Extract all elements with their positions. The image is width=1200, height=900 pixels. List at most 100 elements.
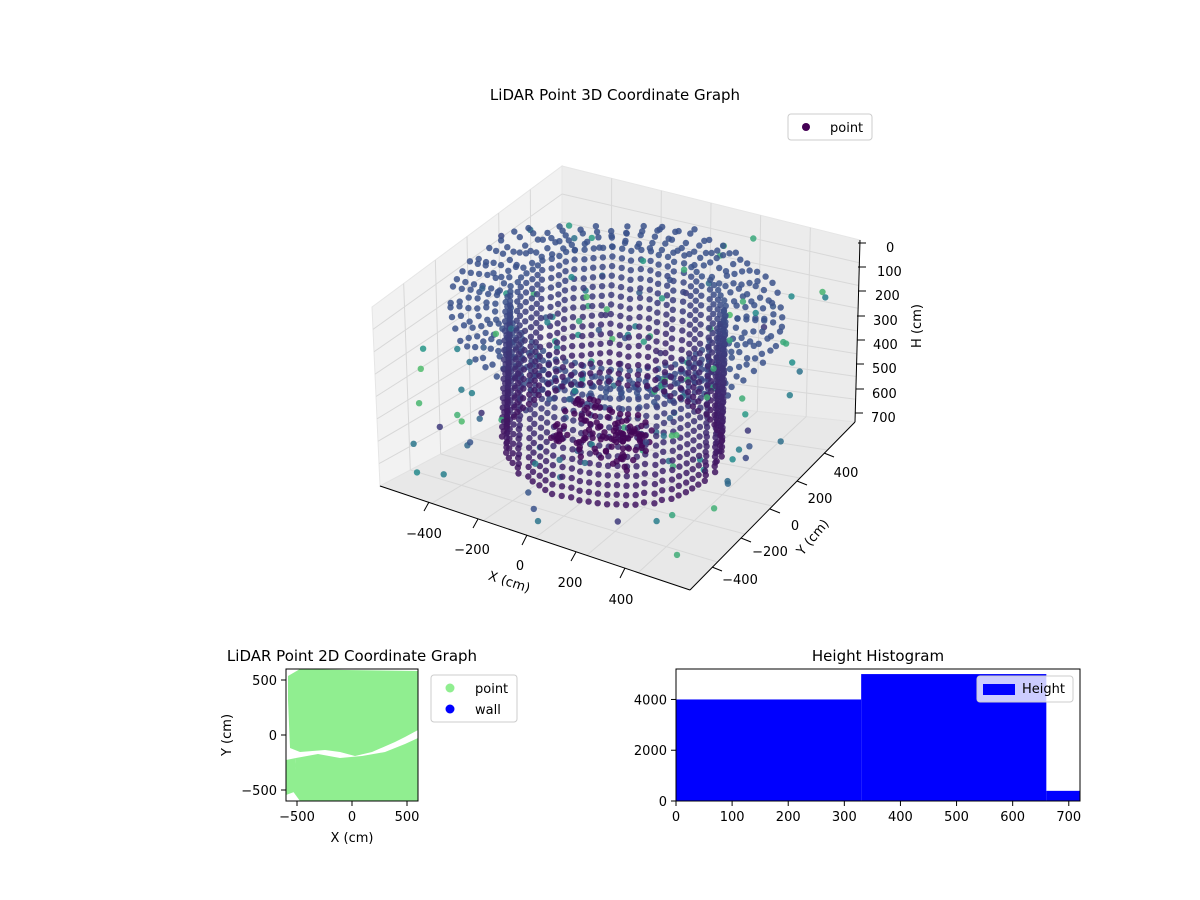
scatter-point [635, 240, 643, 247]
svg-text:0: 0 [269, 729, 277, 744]
scatter-point [684, 441, 691, 448]
scatter-point [664, 253, 672, 261]
histogram-y-ticks: 0 2000 4000 [634, 693, 676, 810]
scatter-point [559, 364, 567, 371]
scatter-point [588, 322, 595, 329]
scatter-point [691, 261, 698, 269]
scatter-point [707, 259, 714, 266]
scatter-point [668, 354, 675, 361]
scatter-point [696, 423, 704, 431]
scatter-point [568, 241, 575, 248]
scatter-point [456, 298, 463, 305]
scatter-point [609, 253, 616, 260]
scatter-point [525, 463, 532, 471]
scatter-point [592, 449, 599, 456]
scatter-point [597, 384, 605, 392]
scatter-point [696, 242, 703, 249]
scatter-point [679, 308, 686, 315]
scatter-point [462, 278, 469, 286]
scatter-point [639, 257, 647, 265]
scatter-point [606, 349, 613, 356]
scatter-point [732, 324, 740, 331]
scatter-point [452, 325, 459, 332]
scatter-point [692, 307, 699, 314]
scatter-point [706, 296, 713, 303]
scatter-point [653, 328, 660, 335]
scatter-point [695, 452, 703, 459]
scatter-point [493, 373, 500, 380]
scatter-point [625, 405, 632, 413]
scatter-point [548, 251, 556, 258]
scatter-point [717, 412, 725, 419]
scatter-point [660, 419, 668, 427]
scatter-point [668, 364, 675, 371]
scatter-point [772, 342, 780, 350]
scatter-point [539, 236, 546, 243]
scatter-point [676, 463, 683, 470]
scatter-point [504, 388, 511, 395]
scatter-point [732, 249, 739, 256]
scatter-point [482, 329, 489, 337]
scatter-point [561, 287, 569, 294]
scatter-point [690, 418, 698, 425]
scatter-point [668, 486, 675, 493]
scatter-point [586, 479, 593, 486]
scatter-point [623, 467, 630, 474]
svg-text:700: 700 [1056, 810, 1081, 825]
scatter-point [581, 459, 589, 467]
scatter-point [743, 361, 750, 368]
scatter-point [521, 346, 528, 354]
x-tick-histogram: 600 [1000, 801, 1025, 825]
scatter-point [682, 239, 690, 247]
scatter-point [504, 379, 512, 386]
scatter-point [695, 378, 703, 386]
y-tick-2d: −500 [241, 784, 286, 799]
scatter-point [653, 413, 660, 420]
scatter-point [588, 234, 595, 242]
scatter-point [513, 327, 520, 334]
scatter-point [516, 249, 523, 256]
scatter-point [697, 330, 704, 338]
scatter-point [645, 315, 653, 322]
x-tick-histogram: 0 [672, 801, 680, 825]
scatter-point [590, 245, 597, 252]
scatter-point [419, 345, 427, 352]
scatter-point [660, 448, 667, 455]
scatter-point [696, 369, 703, 376]
scatter-point [719, 242, 727, 249]
scatter-point [690, 384, 697, 391]
scatter-point [530, 449, 537, 456]
scatter-point [653, 517, 660, 525]
scatter-point [779, 314, 786, 321]
scatter-point [652, 461, 659, 469]
scatter-point [598, 311, 605, 319]
scatter-point [686, 321, 694, 328]
scatter-point [689, 475, 696, 482]
scatter-point [709, 329, 716, 337]
scatter-point [635, 361, 642, 369]
scatter-point [731, 270, 738, 278]
scatter-point [555, 272, 563, 279]
scatter-point [635, 333, 643, 340]
scatter-point [655, 261, 662, 268]
scatter-point [570, 304, 577, 311]
scatter-point [659, 487, 666, 494]
scatter-point [578, 398, 585, 405]
scatter-point [719, 355, 726, 362]
scatter-point [722, 268, 730, 275]
scatter-point [506, 331, 513, 338]
scatter-point [592, 223, 600, 230]
scatter-point [534, 517, 542, 525]
scatter-point [503, 417, 511, 424]
scatter-point [521, 356, 528, 363]
scatter-point [575, 438, 583, 446]
scatter-point [559, 373, 566, 380]
scatter-point [510, 248, 517, 255]
scatter-point [559, 354, 567, 361]
scatter-point [704, 382, 711, 389]
scatter-point [606, 424, 613, 431]
scatter-point [579, 304, 587, 311]
scatter-point [528, 304, 535, 312]
scatter-point [710, 505, 718, 512]
scatter-point [604, 472, 612, 479]
